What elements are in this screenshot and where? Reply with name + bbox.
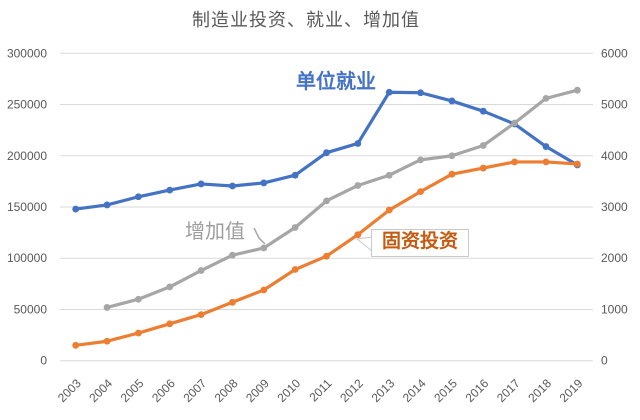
data-point-marker <box>291 266 299 273</box>
data-point-marker <box>229 298 236 306</box>
data-point-marker <box>72 341 80 349</box>
left-axis-tick-label: 300000 <box>7 46 47 60</box>
x-axis-tick-label: 2004 <box>86 376 115 405</box>
data-point-marker <box>166 186 174 194</box>
data-point-marker <box>103 337 111 345</box>
x-axis-tick-label: 2016 <box>463 376 492 405</box>
data-point-marker <box>134 329 142 337</box>
data-point-marker <box>291 171 299 179</box>
data-point-marker <box>197 180 205 188</box>
x-axis-tick-label: 2003 <box>55 376 84 405</box>
data-point-marker <box>385 171 393 179</box>
series-line-1 <box>106 88 578 309</box>
data-point-marker <box>448 152 456 160</box>
right-axis-tick-label: 1000 <box>601 302 628 316</box>
left-axis-tick-label: 150000 <box>7 200 47 214</box>
data-point-marker <box>417 89 424 97</box>
data-point-marker <box>354 182 362 189</box>
right-axis-tick-label: 6000 <box>601 46 628 60</box>
plot-area: 0 50000 100000 150000 200000 250000 300000 0 100… <box>7 46 628 405</box>
investment-series-label: 固资投资 <box>371 229 470 257</box>
right-axis-tick-label: 5000 <box>601 98 628 112</box>
x-axis-tick-label: 2005 <box>118 376 147 405</box>
data-point-marker <box>229 251 236 259</box>
data-point-marker <box>542 143 550 150</box>
x-axis-tick-label: 2007 <box>180 376 209 405</box>
x-axis-tick-label: 2010 <box>274 376 303 405</box>
data-point-marker <box>354 231 362 239</box>
data-point-marker <box>511 119 519 127</box>
employment-series-label: 单位就业 <box>296 71 376 93</box>
data-point-marker <box>385 206 393 214</box>
data-point-marker <box>417 188 424 196</box>
value-added-leader-line <box>253 227 266 245</box>
data-point-marker <box>385 88 393 96</box>
x-axis-tick-label: 2014 <box>400 376 429 405</box>
data-point-marker <box>260 179 268 187</box>
data-point-marker <box>229 182 236 190</box>
left-axis-tick-label: 50000 <box>14 302 48 316</box>
data-point-marker <box>323 197 330 205</box>
right-axis-tick-label: 0 <box>601 354 608 368</box>
x-axis-tick-label: 2012 <box>337 376 366 405</box>
data-point-marker <box>291 224 299 231</box>
data-point-marker <box>542 158 550 166</box>
data-point-marker <box>103 304 111 311</box>
x-axis-tick-label: 2006 <box>149 376 178 405</box>
data-point-marker <box>197 311 205 318</box>
data-point-marker <box>448 170 456 178</box>
left-axis-tick-label: 0 <box>40 354 47 368</box>
data-point-marker <box>323 252 330 260</box>
x-axis-tick-label: 2008 <box>212 376 241 405</box>
x-axis-tick-label: 2009 <box>243 376 272 405</box>
data-point-marker <box>448 97 456 105</box>
x-axis-tick-label: 2017 <box>494 376 523 405</box>
right-axis-tick-label: 3000 <box>601 200 628 214</box>
investment-callout-pointer <box>355 236 373 253</box>
right-axis-tick-label: 2000 <box>601 251 628 265</box>
data-point-marker <box>166 283 174 291</box>
x-axis-tick-label: 2013 <box>369 376 398 405</box>
data-point-marker <box>354 140 362 147</box>
data-point-marker <box>103 201 111 209</box>
data-point-marker <box>479 107 487 115</box>
x-axis-tick-label: 2015 <box>431 376 460 405</box>
left-axis-tick-label: 250000 <box>7 98 47 112</box>
left-axis-tick-label: 100000 <box>7 251 47 265</box>
data-point-marker <box>166 320 174 328</box>
x-axis-tick-label: 2018 <box>525 376 554 405</box>
data-point-marker <box>260 286 268 294</box>
data-point-marker <box>417 156 424 164</box>
data-point-marker <box>573 86 581 94</box>
data-point-marker <box>323 149 330 157</box>
x-axis-tick-label: 2011 <box>306 376 334 404</box>
chart-title: 制造业投资、就业、增加值 <box>192 10 420 30</box>
data-point-marker <box>260 244 268 252</box>
data-point-marker <box>479 142 487 149</box>
value-added-series-label: 增加值 <box>185 221 245 243</box>
x-axis-tick-label: 2019 <box>557 376 586 405</box>
data-point-marker <box>197 267 205 274</box>
right-axis-tick-label: 4000 <box>601 149 628 163</box>
left-axis-tick-label: 200000 <box>7 149 47 163</box>
data-point-marker <box>573 160 581 168</box>
data-point-marker <box>479 164 487 172</box>
data-point-marker <box>542 94 550 102</box>
data-point-marker <box>134 295 142 303</box>
data-point-marker <box>134 193 142 201</box>
data-point-marker <box>511 158 519 166</box>
data-point-marker <box>72 205 80 213</box>
